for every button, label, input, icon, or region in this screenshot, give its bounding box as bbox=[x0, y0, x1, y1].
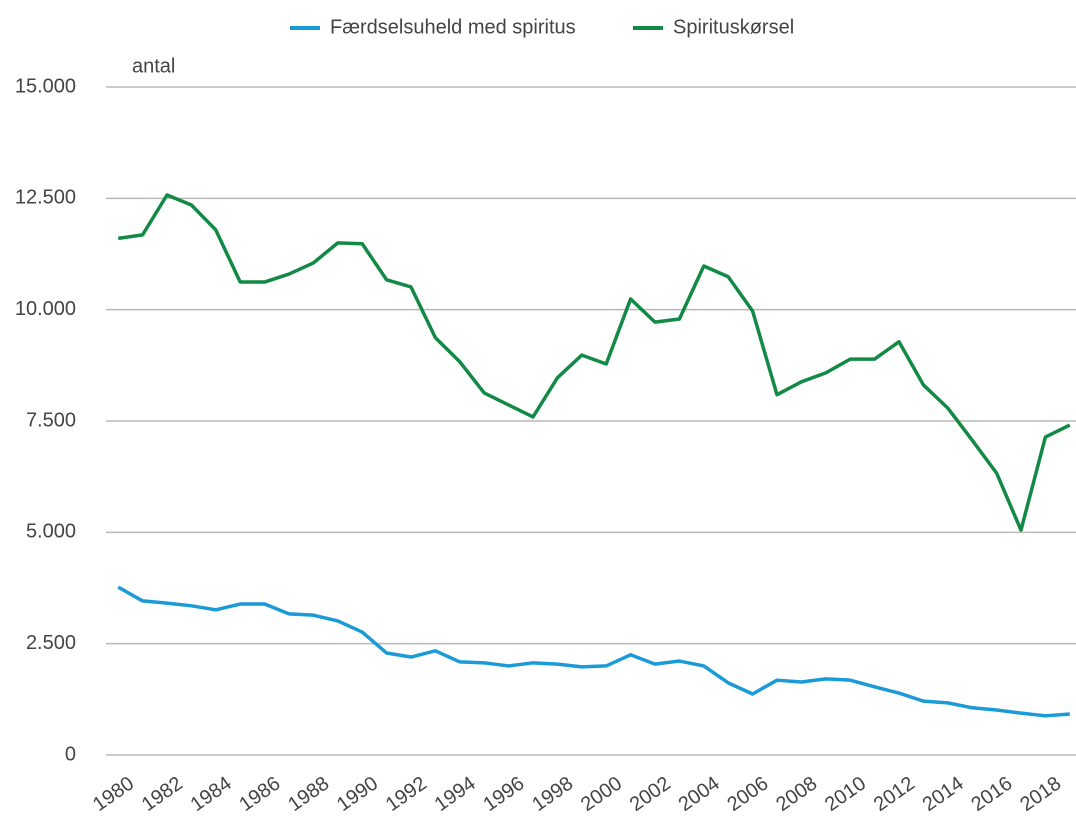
x-tick-label: 1998 bbox=[528, 772, 577, 816]
x-tick-label: 2014 bbox=[919, 772, 968, 816]
y-axis-label: antal bbox=[132, 55, 175, 77]
x-tick-label: 1996 bbox=[479, 772, 528, 816]
y-tick-label: 12.500 bbox=[15, 187, 76, 209]
x-tick-label: 1992 bbox=[382, 772, 431, 816]
x-tick-label: 1984 bbox=[187, 772, 236, 816]
legend-label: Spirituskørsel bbox=[673, 16, 794, 38]
y-tick-label: 7.500 bbox=[26, 409, 76, 431]
x-tick-label: 2018 bbox=[1016, 772, 1065, 816]
series-line bbox=[117, 585, 1070, 718]
y-tick-label: 10.000 bbox=[15, 298, 76, 320]
x-tick-label: 1980 bbox=[89, 772, 138, 816]
x-tick-label: 1986 bbox=[235, 772, 284, 816]
x-tick-label: 1994 bbox=[431, 772, 480, 816]
x-tick-label: 1988 bbox=[284, 772, 333, 816]
x-tick-label: 2006 bbox=[723, 772, 772, 816]
x-tick-label: 2000 bbox=[577, 772, 626, 816]
y-tick-label: 15.000 bbox=[15, 75, 76, 97]
x-tick-label: 2016 bbox=[967, 772, 1016, 816]
x-tick-label: 2010 bbox=[821, 772, 870, 816]
y-tick-label: 5.000 bbox=[26, 521, 76, 543]
x-tick-label: 2012 bbox=[870, 772, 919, 816]
y-tick-label: 2.500 bbox=[26, 632, 76, 654]
y-tick-label: 0 bbox=[65, 743, 76, 765]
x-tick-label: 2002 bbox=[626, 772, 675, 816]
series-line bbox=[117, 193, 1071, 532]
x-tick-label: 1990 bbox=[333, 772, 382, 816]
x-tick-label: 2004 bbox=[675, 772, 724, 816]
legend-label: Færdselsuheld med spiritus bbox=[330, 16, 576, 38]
x-tick-label: 2008 bbox=[772, 772, 821, 816]
x-tick-label: 1982 bbox=[138, 772, 187, 816]
